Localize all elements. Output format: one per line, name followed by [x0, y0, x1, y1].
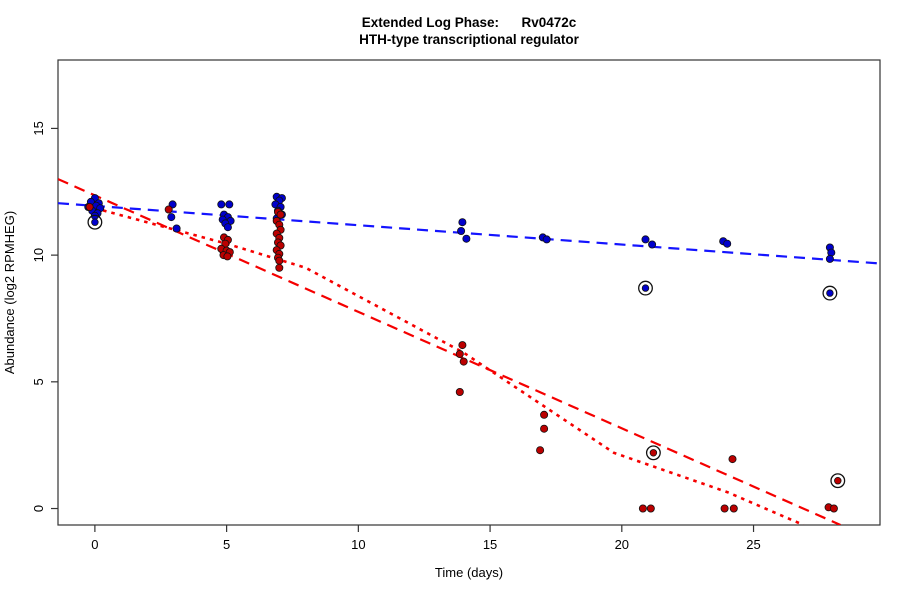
red-point: [728, 455, 737, 464]
blue-outlier-point: [641, 284, 650, 292]
red-point: [646, 504, 655, 513]
x-tick-label: 10: [351, 537, 365, 552]
red-point: [638, 504, 647, 513]
blue-point: [172, 224, 181, 233]
blue-point: [462, 234, 471, 243]
red-point: [829, 504, 838, 513]
red-point: [540, 424, 549, 433]
blue-point: [217, 200, 226, 209]
red-point: [540, 410, 549, 419]
x-tick-label: 25: [746, 537, 760, 552]
blue-outlier-point: [826, 289, 834, 297]
blue-point: [225, 200, 234, 209]
outlier-ring: [830, 473, 846, 489]
red-dashed-fit: [58, 178, 841, 525]
red-point: [459, 357, 468, 366]
y-axis-label: Abundance (log2 RPMHEG): [2, 211, 17, 374]
y-tick-label: 10: [31, 248, 46, 262]
x-tick-label: 0: [91, 537, 98, 552]
red-point: [455, 349, 464, 358]
chart-title-line2: HTH-type transcriptional regulator: [359, 32, 579, 47]
blue-dashed-fit: [58, 202, 880, 265]
red-point: [455, 387, 464, 396]
blue-point: [542, 235, 551, 244]
blue-point: [648, 240, 657, 249]
x-axis-label: Time (days): [435, 565, 503, 580]
red-point: [536, 446, 545, 455]
plot-box: [57, 59, 881, 526]
y-tick-label: 5: [31, 378, 46, 385]
red-outlier-point: [649, 449, 658, 457]
blue-point: [723, 239, 732, 248]
red-point: [720, 504, 729, 513]
blue-outlier-point: [91, 218, 99, 226]
outlier-ring: [645, 445, 661, 461]
red-point: [275, 263, 284, 272]
red-point: [458, 341, 467, 350]
red-point: [729, 504, 738, 513]
y-tick-label: 0: [31, 505, 46, 512]
y-tick-label: 15: [31, 121, 46, 135]
blue-point: [223, 223, 232, 232]
x-tick-label: 5: [223, 537, 230, 552]
outlier-ring: [87, 214, 103, 230]
red-point: [275, 256, 284, 265]
chart-title-line1: Extended Log Phase: Rv0472c: [361, 15, 577, 30]
blue-point: [167, 213, 176, 222]
red-point: [85, 202, 94, 211]
x-tick-label: 15: [483, 537, 497, 552]
blue-point: [457, 226, 466, 235]
blue-point: [458, 218, 467, 227]
red-point: [164, 205, 173, 214]
red-outlier-point: [834, 477, 842, 485]
x-tick-label: 20: [615, 537, 629, 552]
blue-point: [825, 254, 834, 263]
outlier-ring: [822, 285, 838, 301]
red-point: [223, 252, 232, 261]
red-point: [276, 210, 285, 219]
outlier-ring: [638, 280, 653, 296]
red-dotted-fit: [94, 206, 805, 525]
blue-point: [641, 235, 650, 244]
chart-title: Extended Log Phase: Rv0472c HTH-type tra…: [0, 14, 900, 48]
